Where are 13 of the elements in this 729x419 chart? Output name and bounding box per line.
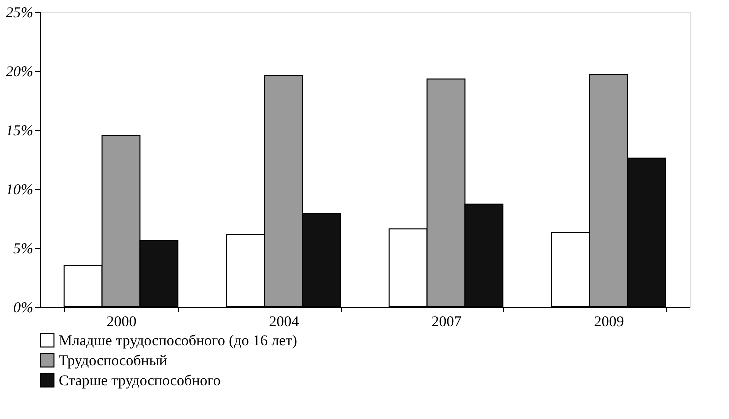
x-tick-label: 2009 [594, 314, 624, 330]
y-tick-label: 10% [6, 182, 34, 198]
legend-label: Младше трудоспособного (до 16 лет) [59, 334, 298, 350]
y-tick-label: 5% [14, 242, 34, 258]
x-tick-label: 2004 [269, 314, 300, 330]
x-tick-label: 2007 [432, 314, 462, 330]
legend-label: Старше трудоспособного [59, 374, 221, 390]
y-tick-label: 25% [6, 6, 34, 22]
y-tick-label: 0% [14, 300, 34, 316]
y-tick-label: 20% [6, 64, 34, 80]
legend-label: Трудоспособный [59, 354, 168, 370]
y-tick-label: 15% [6, 124, 34, 140]
x-tick-label: 2000 [106, 314, 137, 330]
